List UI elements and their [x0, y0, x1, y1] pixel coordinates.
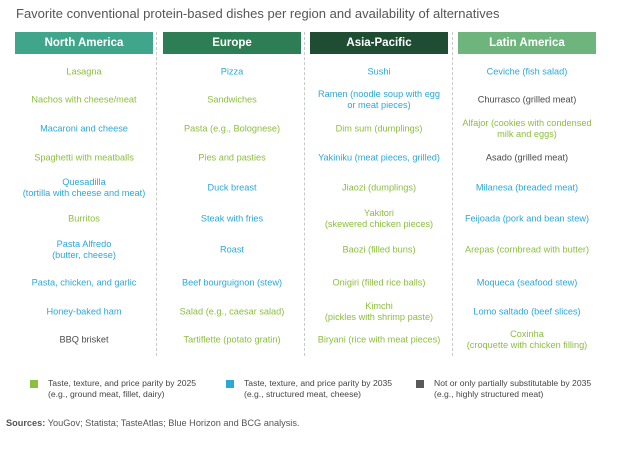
dish-label: Roast — [219, 244, 244, 255]
dish-label: Quesadilla (tortilla with cheese and meat… — [22, 177, 146, 198]
dish-label: Pies and pasties — [198, 152, 266, 163]
legend-label-not: Not or only partially substitutable by 2… — [434, 378, 592, 388]
dish-label: Nachos with cheese/meat — [31, 94, 137, 105]
dish-list-asia-pacific: Sushi Ramen (noodle soup with egg or meat … — [310, 54, 448, 356]
dish-list-europe: Pizza Sandwiches Pasta (e.g., Bolognese) Pi… — [163, 54, 301, 356]
dish-label: Coxinha (croquette with chicken filling) — [466, 329, 588, 350]
source-text: YouGov; Statista; TasteAtlas; Blue Horiz… — [47, 418, 300, 428]
dish-list-north-america: Lasagna Nachos with cheese/meat Macaroni a… — [15, 54, 153, 356]
legend-item-2035: Taste, texture, and price parity by 2035… — [226, 378, 392, 399]
dish-label: Yakitori (skewered chicken pieces) — [324, 208, 434, 229]
legend-swatch-2025 — [30, 380, 38, 388]
column-separator — [156, 32, 157, 356]
dish-label: Pizza — [220, 66, 244, 77]
dish-label: Beef bourguignon (stew) — [181, 277, 283, 288]
source-note: Sources: YouGov; Statista; TasteAtlas; B… — [6, 418, 299, 428]
legend-item-not: Not or only partially substitutable by 2… — [416, 378, 591, 399]
dish-label: Sandwiches — [207, 94, 257, 105]
dish-label: Arepas (cornbread with butter) — [464, 244, 590, 255]
dish-label: Pasta (e.g., Bolognese) — [183, 123, 281, 134]
dish-label: Onigiri (filled rice balls) — [332, 277, 426, 288]
legend-swatch-2035 — [226, 380, 234, 388]
dish-label: Pasta, chicken, and garlic — [31, 277, 137, 288]
dish-label: BBQ brisket — [59, 334, 109, 345]
region-header-asia-pacific: Asia-Pacific — [310, 32, 448, 54]
column-separator — [304, 32, 305, 356]
dish-label: Kimchi (pickles with shrimp paste) — [324, 301, 434, 322]
legend-label-2025: Taste, texture, and price parity by 2025 — [48, 378, 197, 388]
dish-label: Biryani (rice with meat pieces) — [317, 334, 441, 345]
dish-label: Honey-baked ham — [46, 306, 122, 317]
dish-label: Steak with fries — [200, 213, 264, 224]
dish-label: Asado (grilled meat) — [485, 152, 569, 163]
dish-label: Baozi (filled buns) — [342, 244, 416, 255]
dish-label: Yakiniku (meat pieces, grilled) — [318, 152, 440, 163]
region-column-asia-pacific: Asia-Pacific Sushi Ramen (noodle soup wit… — [310, 32, 448, 356]
legend-label-2035: Taste, texture, and price parity by 2035 — [244, 378, 393, 388]
region-column-north-america: North America Lasagna Nachos with cheese/… — [15, 32, 153, 356]
legend-item-2025: Taste, texture, and price parity by 2025… — [30, 378, 196, 399]
legend-swatch-not — [416, 380, 424, 388]
dish-label: Sushi — [367, 66, 391, 77]
dish-label: Spaghetti with meatballs — [34, 152, 134, 163]
dish-label: Burritos — [68, 213, 100, 224]
dish-label: Jiaozi (dumplings) — [341, 182, 417, 193]
region-column-latin-america: Latin America Ceviche (fish salad) Churra… — [458, 32, 596, 356]
dish-label: Macaroni and cheese — [40, 123, 128, 134]
legend-example-2035: (e.g., structured meat, cheese) — [244, 388, 362, 399]
dish-label: Feijoada (pork and bean stew) — [464, 213, 590, 224]
dish-label: Moqueca (seafood stew) — [476, 277, 578, 288]
dish-label: Salad (e.g., caesar salad) — [179, 306, 285, 317]
dish-label: Milanesa (breaded meat) — [475, 182, 579, 193]
column-separator — [452, 32, 453, 356]
dish-label: Ceviche (fish salad) — [486, 66, 568, 77]
dish-label: Pasta Alfredo (butter, cheese) — [52, 239, 116, 260]
dish-label: Dim sum (dumplings) — [335, 123, 423, 134]
source-label: Sources: — [6, 418, 46, 428]
dish-label: Lomo saltado (beef slices) — [473, 306, 581, 317]
dish-label: Lasagna — [66, 66, 102, 77]
dish-label: Ramen (noodle soup with egg or meat piece… — [317, 89, 441, 110]
legend-example-not: (e.g., highly structured meat) — [434, 388, 544, 399]
region-column-europe: Europe Pizza Sandwiches Pasta (e.g., Bolog… — [163, 32, 301, 356]
region-header-europe: Europe — [163, 32, 301, 54]
chart-title: Favorite conventional protein-based dish… — [16, 6, 500, 21]
dish-list-latin-america: Ceviche (fish salad) Churrasco (grilled m… — [458, 54, 596, 356]
legend-example-2025: (e.g., ground meat, fillet, dairy) — [48, 388, 165, 399]
dish-label: Alfajor (cookies with condensed milk and … — [462, 118, 592, 139]
dish-label: Duck breast — [207, 182, 257, 193]
region-header-north-america: North America — [15, 32, 153, 54]
dish-label: Tartiflette (potato gratin) — [183, 334, 281, 345]
region-header-latin-america: Latin America — [458, 32, 596, 54]
dish-label: Churrasco (grilled meat) — [477, 94, 577, 105]
